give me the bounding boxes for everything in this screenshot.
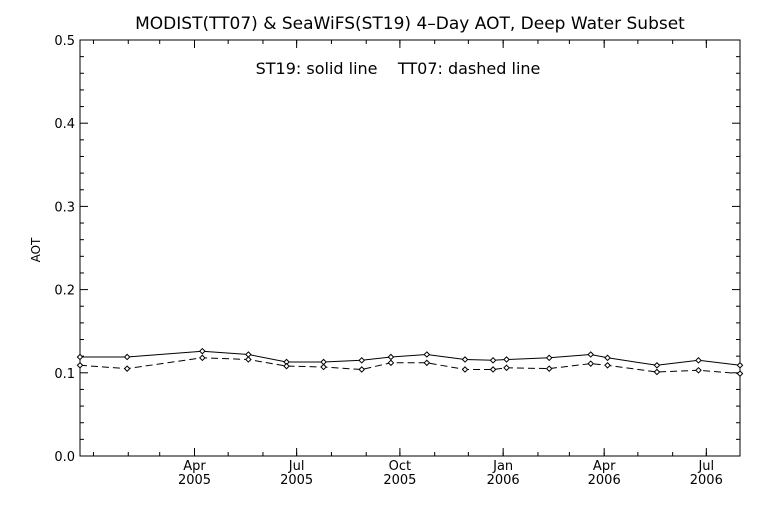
x-tick-month-label: Jul <box>697 459 714 474</box>
y-tick-label: 0.3 <box>54 200 75 215</box>
data-point-tt07 <box>653 368 661 376</box>
data-point-st19 <box>461 356 469 363</box>
x-tick-month-label: Oct <box>389 459 411 474</box>
x-tick-year-label: 2006 <box>588 473 621 488</box>
x-tick-year-label: 2005 <box>280 473 313 488</box>
data-point-tt07 <box>489 366 497 373</box>
plot-frame <box>79 39 741 457</box>
y-tick-label: 0.1 <box>54 367 75 382</box>
data-point-tt07 <box>387 359 395 367</box>
data-point-st19 <box>123 353 131 361</box>
data-point-st19 <box>587 351 595 358</box>
series-layer <box>76 347 744 377</box>
series-line-st19 <box>80 350 741 366</box>
data-point-tt07 <box>587 360 595 367</box>
data-point-tt07 <box>123 365 131 372</box>
x-tick-year-label: 2005 <box>383 473 416 488</box>
y-axis-label: AOT <box>29 237 43 262</box>
data-point-st19 <box>358 357 366 364</box>
data-point-st19 <box>695 357 702 364</box>
x-tick-month-label: Apr <box>593 459 616 474</box>
data-point-st19 <box>653 362 661 369</box>
x-tick-month-label: Apr <box>183 459 206 474</box>
data-point-st19 <box>423 351 431 358</box>
data-point-tt07 <box>736 370 744 377</box>
x-tick-year-label: 2005 <box>178 473 211 488</box>
data-point-st19 <box>736 362 744 369</box>
y-tick-label: 0.2 <box>54 284 75 299</box>
chart-annotation: ST19: solid line TT07: dashed line <box>256 59 541 78</box>
data-point-st19 <box>387 353 395 361</box>
data-point-tt07 <box>283 362 290 370</box>
y-tick-label: 0.5 <box>54 34 75 49</box>
data-point-st19 <box>503 356 510 363</box>
series-line-tt07 <box>79 357 741 375</box>
x-tick-month-label: Jul <box>288 459 305 474</box>
plot-axes: 0.00.10.20.30.40.5Apr2005Jul2005Oct2005J… <box>54 34 741 488</box>
data-point-st19 <box>76 353 84 361</box>
data-point-st19 <box>489 357 497 364</box>
data-point-tt07 <box>76 362 84 369</box>
data-point-tt07 <box>245 356 252 363</box>
x-tick-month-label: Jan <box>492 459 513 474</box>
data-point-tt07 <box>423 359 431 367</box>
data-point-tt07 <box>503 364 510 372</box>
data-point-st19 <box>199 347 206 355</box>
chart-title: MODIST(TT07) & SeaWiFS(ST19) 4–Day AOT, … <box>135 14 685 34</box>
y-tick-label: 0.0 <box>54 450 75 465</box>
data-point-tt07 <box>545 365 553 372</box>
data-point-tt07 <box>461 366 469 373</box>
data-point-st19 <box>604 354 611 362</box>
data-point-tt07 <box>358 366 366 373</box>
data-point-st19 <box>545 354 553 362</box>
data-point-tt07 <box>604 362 611 369</box>
data-point-tt07 <box>695 366 702 374</box>
x-tick-year-label: 2006 <box>690 473 723 488</box>
y-tick-label: 0.4 <box>54 117 75 132</box>
data-point-tt07 <box>199 354 206 362</box>
x-tick-year-label: 2006 <box>487 473 520 488</box>
data-point-tt07 <box>320 363 327 371</box>
